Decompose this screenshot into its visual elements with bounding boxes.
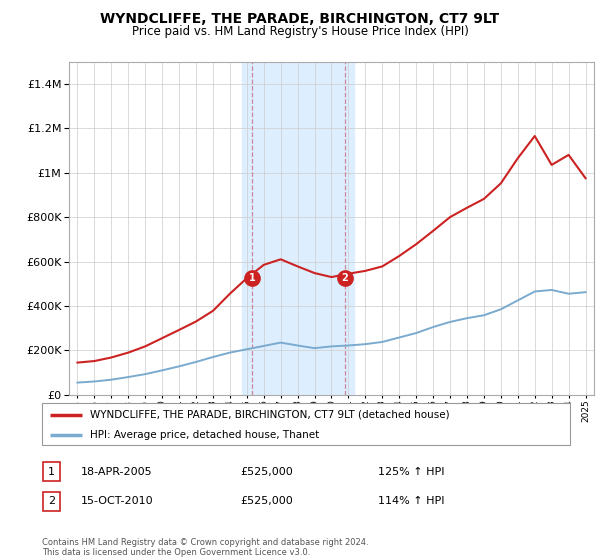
Text: WYNDCLIFFE, THE PARADE, BIRCHINGTON, CT7 9LT: WYNDCLIFFE, THE PARADE, BIRCHINGTON, CT7… xyxy=(100,12,500,26)
Text: WYNDCLIFFE, THE PARADE, BIRCHINGTON, CT7 9LT (detached house): WYNDCLIFFE, THE PARADE, BIRCHINGTON, CT7… xyxy=(89,410,449,420)
Text: 1: 1 xyxy=(248,273,255,283)
Text: 2: 2 xyxy=(48,496,55,506)
Text: 18-APR-2005: 18-APR-2005 xyxy=(81,466,152,477)
Text: 1: 1 xyxy=(48,466,55,477)
Text: 125% ↑ HPI: 125% ↑ HPI xyxy=(378,466,445,477)
Text: Contains HM Land Registry data © Crown copyright and database right 2024.
This d: Contains HM Land Registry data © Crown c… xyxy=(42,538,368,557)
Text: 15-OCT-2010: 15-OCT-2010 xyxy=(81,496,154,506)
Text: HPI: Average price, detached house, Thanet: HPI: Average price, detached house, Than… xyxy=(89,430,319,440)
Text: 2: 2 xyxy=(341,273,349,283)
Text: Price paid vs. HM Land Registry's House Price Index (HPI): Price paid vs. HM Land Registry's House … xyxy=(131,25,469,38)
Text: £525,000: £525,000 xyxy=(240,466,293,477)
Text: 114% ↑ HPI: 114% ↑ HPI xyxy=(378,496,445,506)
Text: £525,000: £525,000 xyxy=(240,496,293,506)
Bar xyxy=(242,62,353,395)
